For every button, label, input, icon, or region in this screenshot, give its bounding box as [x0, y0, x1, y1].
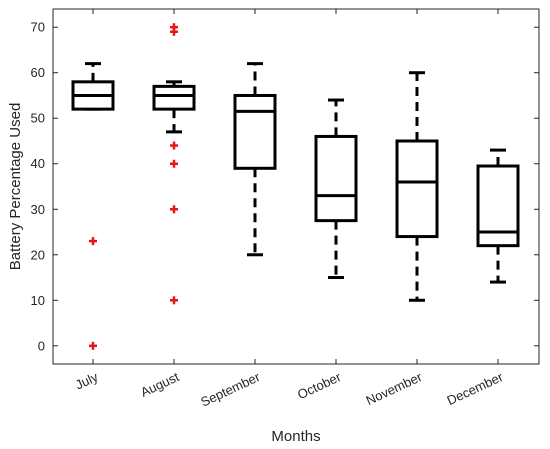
box-september — [233, 62, 277, 257]
box-december — [476, 148, 520, 284]
y-tick-label: 60 — [31, 65, 45, 80]
x-tick-label: November — [364, 369, 425, 408]
iqr-box — [314, 134, 358, 223]
box-november — [395, 71, 439, 302]
outlier-marker — [170, 141, 178, 150]
x-tick-label: August — [138, 369, 181, 400]
outlier-marker — [170, 159, 178, 168]
y-tick-label: 20 — [31, 247, 45, 262]
box-july — [71, 62, 115, 350]
outlier-marker — [89, 341, 97, 350]
y-tick-label: 50 — [31, 111, 45, 126]
outlier-marker — [170, 27, 178, 36]
plot-area-frame — [52, 8, 540, 365]
iqr-box — [233, 93, 277, 170]
y-axis: 0 10 20 30 40 50 60 70 — [31, 20, 539, 353]
outlier-marker — [89, 237, 97, 246]
x-tick-label: July — [73, 369, 101, 393]
boxes-group — [71, 23, 520, 350]
y-tick-label: 10 — [31, 293, 45, 308]
box-october — [314, 98, 358, 280]
x-axis: July August September October November Decemb… — [73, 9, 506, 410]
y-tick-label: 30 — [31, 202, 45, 217]
y-axis-title: Battery Percentage Used — [7, 103, 24, 271]
outlier-marker — [170, 296, 178, 305]
iqr-box — [152, 84, 196, 111]
y-tick-label: 40 — [31, 156, 45, 171]
x-tick-label: December — [445, 369, 506, 408]
y-tick-label: 70 — [31, 20, 45, 35]
y-tick-label: 0 — [38, 338, 45, 353]
x-axis-title: Months — [271, 428, 320, 445]
iqr-box — [395, 139, 439, 239]
outlier-marker — [170, 205, 178, 214]
iqr-box — [476, 164, 520, 248]
x-tick-label: October — [295, 369, 344, 402]
box-august — [152, 23, 196, 305]
x-tick-label: September — [198, 369, 263, 410]
